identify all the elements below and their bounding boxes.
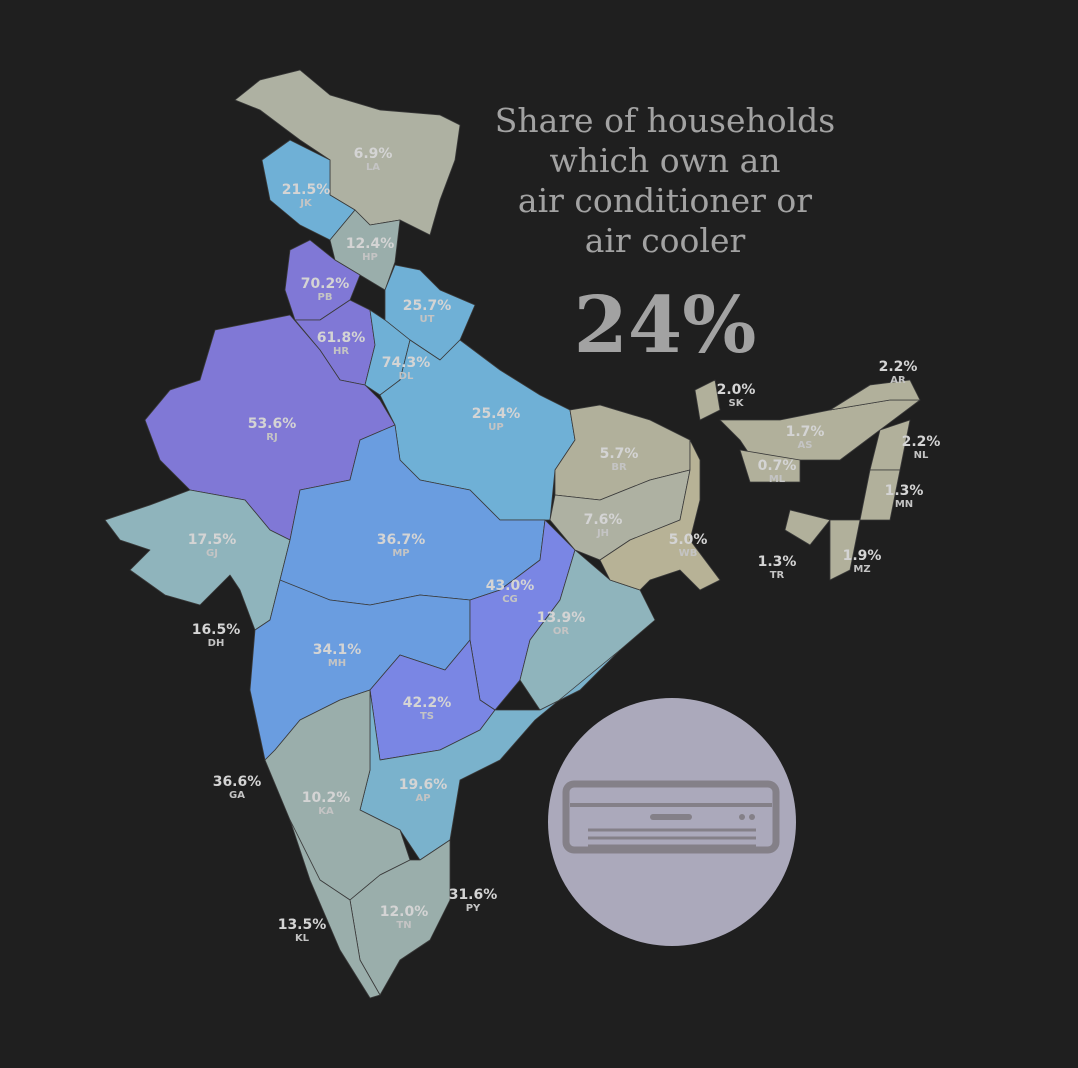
region: [694, 379, 721, 421]
region-value: 6.9%: [354, 146, 393, 162]
title: Share of households which own an air con…: [495, 101, 835, 371]
region-value: 12.0%: [380, 904, 429, 920]
region-value: 2.2%: [879, 359, 918, 375]
region: [289, 819, 381, 999]
region-code: ML: [769, 474, 786, 485]
region-value: 74.3%: [382, 355, 431, 371]
headline: 24%: [574, 280, 757, 371]
region-value: 5.0%: [669, 532, 708, 548]
title-line: air cooler: [585, 221, 746, 260]
region-value: 70.2%: [301, 276, 350, 292]
region-code: UP: [488, 422, 503, 433]
region-value: 17.5%: [188, 532, 237, 548]
region-code: TR: [770, 570, 785, 581]
ac-icon: [548, 698, 796, 946]
region-code: GA: [229, 790, 245, 801]
region-value: 7.6%: [584, 512, 623, 528]
region-value: 36.6%: [213, 774, 262, 790]
region-value: 36.7%: [377, 532, 426, 548]
region-code: LA: [366, 162, 380, 173]
region-value: 31.6%: [449, 887, 498, 903]
ac-body: [562, 780, 780, 854]
region-value: 12.4%: [346, 236, 395, 252]
region-code: UT: [420, 314, 435, 325]
region: [599, 439, 721, 591]
region-code: AS: [798, 440, 813, 451]
region-code: TS: [420, 711, 434, 722]
region-code: NL: [914, 450, 929, 461]
region-value: 42.2%: [403, 695, 452, 711]
region-code: KA: [318, 806, 334, 817]
region-code: HR: [333, 346, 349, 357]
region-value: 21.5%: [282, 182, 331, 198]
region-code: TN: [396, 920, 411, 931]
region-code: MN: [895, 499, 913, 510]
ac-display: [650, 814, 692, 820]
region-value: 34.1%: [313, 642, 362, 658]
region-value: 10.2%: [302, 790, 351, 806]
region-code: AP: [415, 793, 430, 804]
region: [234, 69, 461, 236]
ac-light: [739, 814, 745, 820]
region-value: 1.7%: [786, 424, 825, 440]
region-value: 1.3%: [885, 483, 924, 499]
title-line: Share of households: [495, 101, 835, 140]
region-value: 1.9%: [843, 548, 882, 564]
region-code: WB: [679, 548, 698, 559]
region-code: AR: [890, 375, 906, 386]
region-code: OR: [553, 626, 570, 637]
region-value: 43.0%: [486, 578, 535, 594]
region: [739, 449, 801, 483]
region-code: SK: [729, 398, 745, 409]
region-code: PY: [466, 903, 481, 914]
region-value: 25.4%: [472, 406, 521, 422]
title-line: air conditioner or: [518, 181, 812, 220]
region-value: 25.7%: [403, 298, 452, 314]
region-code: RJ: [266, 432, 277, 443]
title-line: which own an: [549, 141, 780, 180]
region-value: 61.8%: [317, 330, 366, 346]
region-value: 2.2%: [902, 434, 941, 450]
icon-circle: [548, 698, 796, 946]
region: [859, 469, 901, 521]
region-value: 0.7%: [758, 458, 797, 474]
map: [104, 69, 921, 999]
region-code: MH: [328, 658, 346, 669]
region-value: 13.9%: [537, 610, 586, 626]
region-value: 16.5%: [192, 622, 241, 638]
region-code: DL: [399, 371, 414, 382]
region-code: PB: [318, 292, 333, 303]
labels: 6.9%LA21.5%JK12.4%HP70.2%PB61.8%HR25.7%U…: [188, 146, 941, 944]
region-code: GJ: [206, 548, 218, 559]
region-value: 53.6%: [248, 416, 297, 432]
region: [784, 509, 831, 546]
region-code: BR: [611, 462, 627, 473]
region: [829, 519, 861, 581]
region-value: 13.5%: [278, 917, 327, 933]
region-value: 1.3%: [758, 554, 797, 570]
region-code: HP: [362, 252, 378, 263]
region-code: MP: [392, 548, 409, 559]
region: [829, 379, 921, 411]
region-value: 5.7%: [600, 446, 639, 462]
region-code: JH: [596, 528, 609, 539]
region-code: JK: [299, 198, 313, 209]
region-code: DH: [208, 638, 225, 649]
region-code: MZ: [853, 564, 870, 575]
region-code: KL: [295, 933, 310, 944]
region: [104, 489, 291, 631]
region-code: CG: [502, 594, 518, 605]
ac-light: [749, 814, 755, 820]
region-value: 2.0%: [717, 382, 756, 398]
region-value: 19.6%: [399, 777, 448, 793]
